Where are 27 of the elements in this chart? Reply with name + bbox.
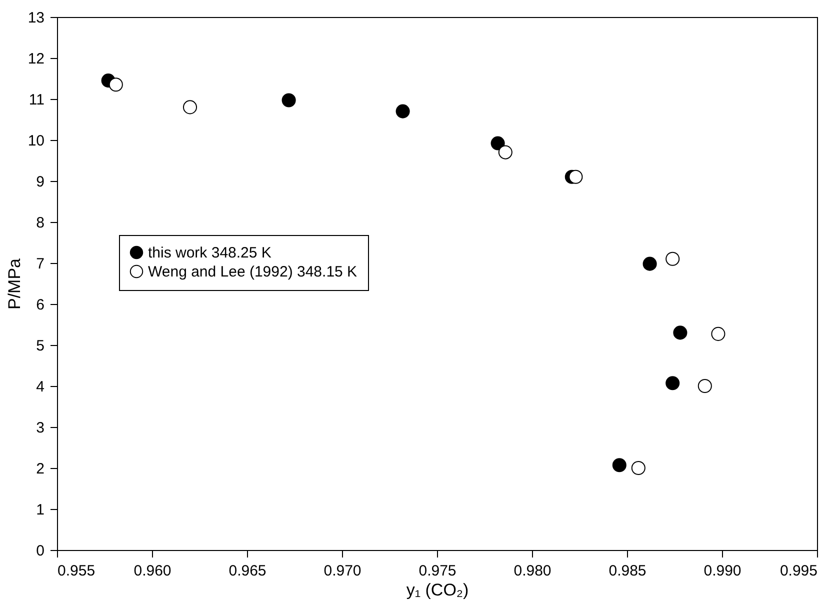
x-tick-label: 0.975 [418,562,456,580]
y-tick-label: 3 [36,420,44,436]
x-tick-label: 0.965 [228,562,266,580]
y-tick-label: 13 [28,10,44,26]
y-tick-label: 5 [36,338,44,354]
y-tick-label: 6 [36,296,44,314]
x-tick-label: 0.990 [704,562,742,580]
y-tick-label: 0 [36,542,44,560]
x-tick-label: 0.960 [134,562,172,580]
x-tick-label: 0.980 [514,562,552,580]
legend-label: Weng and Lee (1992) 348.15 K [148,264,358,280]
y-tick-label: 1 [36,502,44,518]
x-tick-label: 0.955 [58,562,96,580]
y-tick-label: 10 [28,132,44,150]
y-tick-label: 4 [36,378,44,396]
x-tick-label: 0.985 [608,562,646,580]
y-tick-label: 9 [36,174,44,190]
y-tick-label: 8 [36,214,44,232]
y-axis-title: P/MPa [4,258,24,310]
y-tick-label: 12 [28,50,44,68]
x-tick-label: 0.995 [780,562,818,580]
y-tick-label: 2 [36,460,44,478]
legend-label: this work 348.25 K [148,244,272,262]
x-axis-title: y₁ (CO₂) [406,580,469,600]
x-tick-label: 0.970 [324,562,362,580]
y-tick-label: 11 [28,92,44,108]
y-tick-label: 7 [36,256,44,272]
